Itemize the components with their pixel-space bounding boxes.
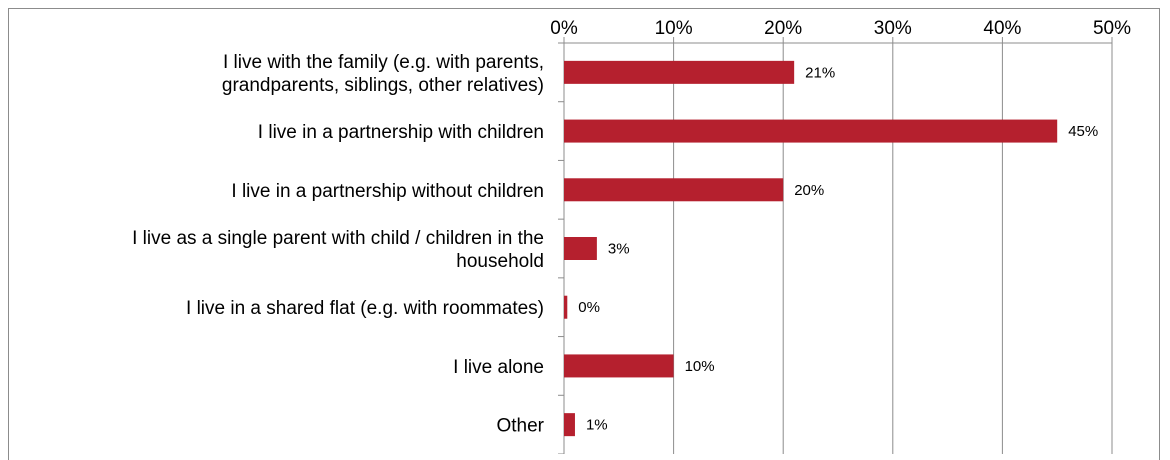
category-label: I live alone (453, 357, 544, 378)
data-label: 1% (586, 417, 608, 434)
data-label: 10% (685, 358, 715, 375)
category-label: I live in a partnership with children (258, 122, 544, 143)
data-label: 45% (1068, 123, 1098, 140)
bar (564, 295, 568, 319)
category-label: I live in a partnership without children (231, 181, 544, 202)
data-label: 21% (805, 64, 835, 81)
x-tick-label: 30% (874, 18, 912, 39)
bar (564, 119, 1058, 143)
bar (564, 237, 597, 260)
x-tick-label: 10% (655, 18, 693, 39)
data-label: 3% (608, 241, 630, 258)
category-label: I live as a single parent with child / c… (132, 228, 544, 272)
bar (564, 413, 575, 437)
x-tick-label: 40% (983, 18, 1021, 39)
x-tick-label: 20% (764, 18, 802, 39)
data-label: 20% (794, 182, 824, 199)
bar (564, 60, 795, 84)
category-label: I live in a shared flat (e.g. with roomm… (186, 298, 544, 319)
bar (564, 354, 674, 378)
category-label: Other (496, 416, 544, 437)
chart-frame (8, 8, 1160, 460)
x-tick-label: 0% (550, 18, 578, 39)
x-tick-label: 50% (1093, 18, 1131, 39)
category-label: I live with the family (e.g. with parent… (222, 52, 544, 96)
bar (564, 178, 784, 202)
data-label: 0% (578, 299, 600, 316)
